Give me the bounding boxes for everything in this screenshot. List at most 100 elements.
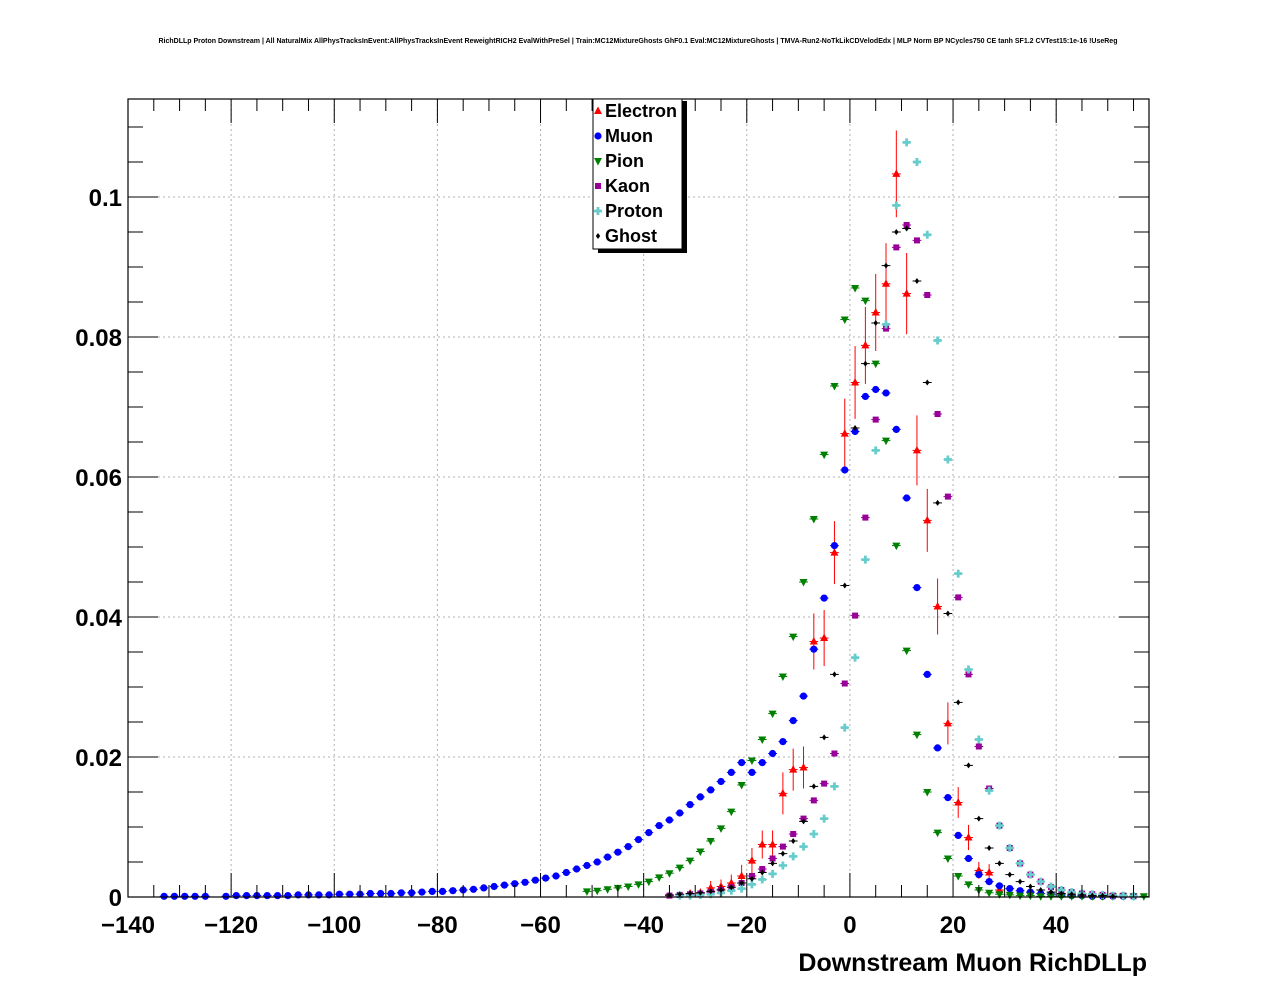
data-point [1016,859,1025,868]
data-point [944,794,952,802]
data-point [542,874,550,882]
data-point [1016,887,1024,895]
legend-marker-kaon [595,183,601,189]
data-point [840,723,849,732]
y-tick-label: 0 [109,885,122,912]
data-point [964,854,973,863]
data-point [758,875,767,884]
data-point [181,892,189,900]
data-point [768,710,777,719]
data-point [737,782,746,790]
data-point [1069,891,1074,898]
data-point [892,425,900,433]
data-point [789,852,798,861]
data-point [923,670,931,679]
legend-label-ghost: Ghost [605,226,657,246]
data-point [191,892,199,900]
data-point [873,320,878,326]
data-point [892,542,901,551]
data-point [923,789,932,797]
data-point [747,880,756,889]
data-point [894,229,899,235]
data-point [170,892,179,900]
data-point [727,808,736,817]
data-point [985,878,993,886]
data-point [377,889,385,898]
data-point [1026,870,1035,879]
data-point [428,887,436,896]
data-point [645,829,653,837]
data-point [739,880,744,886]
data-point [914,278,920,284]
data-point [913,584,921,592]
data-point [820,594,828,602]
data-point [933,744,942,752]
data-point [974,865,983,874]
data-point [997,860,1002,867]
data-point [995,882,1004,890]
data-point [1110,893,1116,900]
legend-box [592,98,683,250]
data-point [943,855,952,863]
data-point [830,548,839,556]
data-point [1047,882,1056,891]
data-point [397,889,405,897]
data-point [634,881,643,889]
data-point [882,437,891,446]
data-point [799,692,808,700]
data-point [956,699,961,706]
data-point [820,633,829,641]
data-point [904,225,909,232]
data-point [759,866,766,872]
y-tick-label: 0.06 [75,465,122,492]
data-point [729,884,734,891]
data-point [964,881,973,889]
data-point [924,292,931,298]
data-point [243,892,251,900]
data-point [892,201,901,210]
data-point [903,222,910,228]
axis-ticks [127,99,1149,898]
data-point [644,878,653,887]
data-point [1048,889,1054,896]
data-point [696,848,705,856]
x-tick-label: −120 [204,912,258,939]
data-point [861,297,870,306]
data-point [934,411,941,417]
data-point [986,845,992,851]
legend-label-muon: Muon [605,126,653,146]
data-point [830,782,839,791]
data-point [687,890,693,897]
data-point [665,870,674,878]
data-point [810,645,818,653]
x-axis-label: Downstream Muon RichDLLp [798,949,1147,977]
data-point [799,763,808,771]
data-point [222,892,230,900]
data-point [964,833,973,841]
data-point [758,759,766,767]
data-point [933,829,942,838]
data-point [923,515,932,524]
data-point [387,889,395,898]
data-point [840,316,849,324]
data-point [686,857,695,866]
data-point [418,888,426,896]
data-point [945,610,951,617]
data-point [768,869,777,878]
data-point [232,892,240,900]
x-tick-label: −100 [307,912,361,939]
data-point [809,830,818,838]
data-point [902,647,911,656]
data-point [698,889,703,896]
data-point [780,850,786,857]
data-series [159,130,1149,901]
data-point [851,378,860,386]
y-tick-label: 0.08 [75,325,122,352]
data-point [852,425,858,431]
data-point [727,878,736,886]
data-point [841,680,848,687]
legend-marker-pion [594,158,602,166]
data-point [842,582,847,589]
data-point [624,843,632,851]
data-point [830,383,839,391]
